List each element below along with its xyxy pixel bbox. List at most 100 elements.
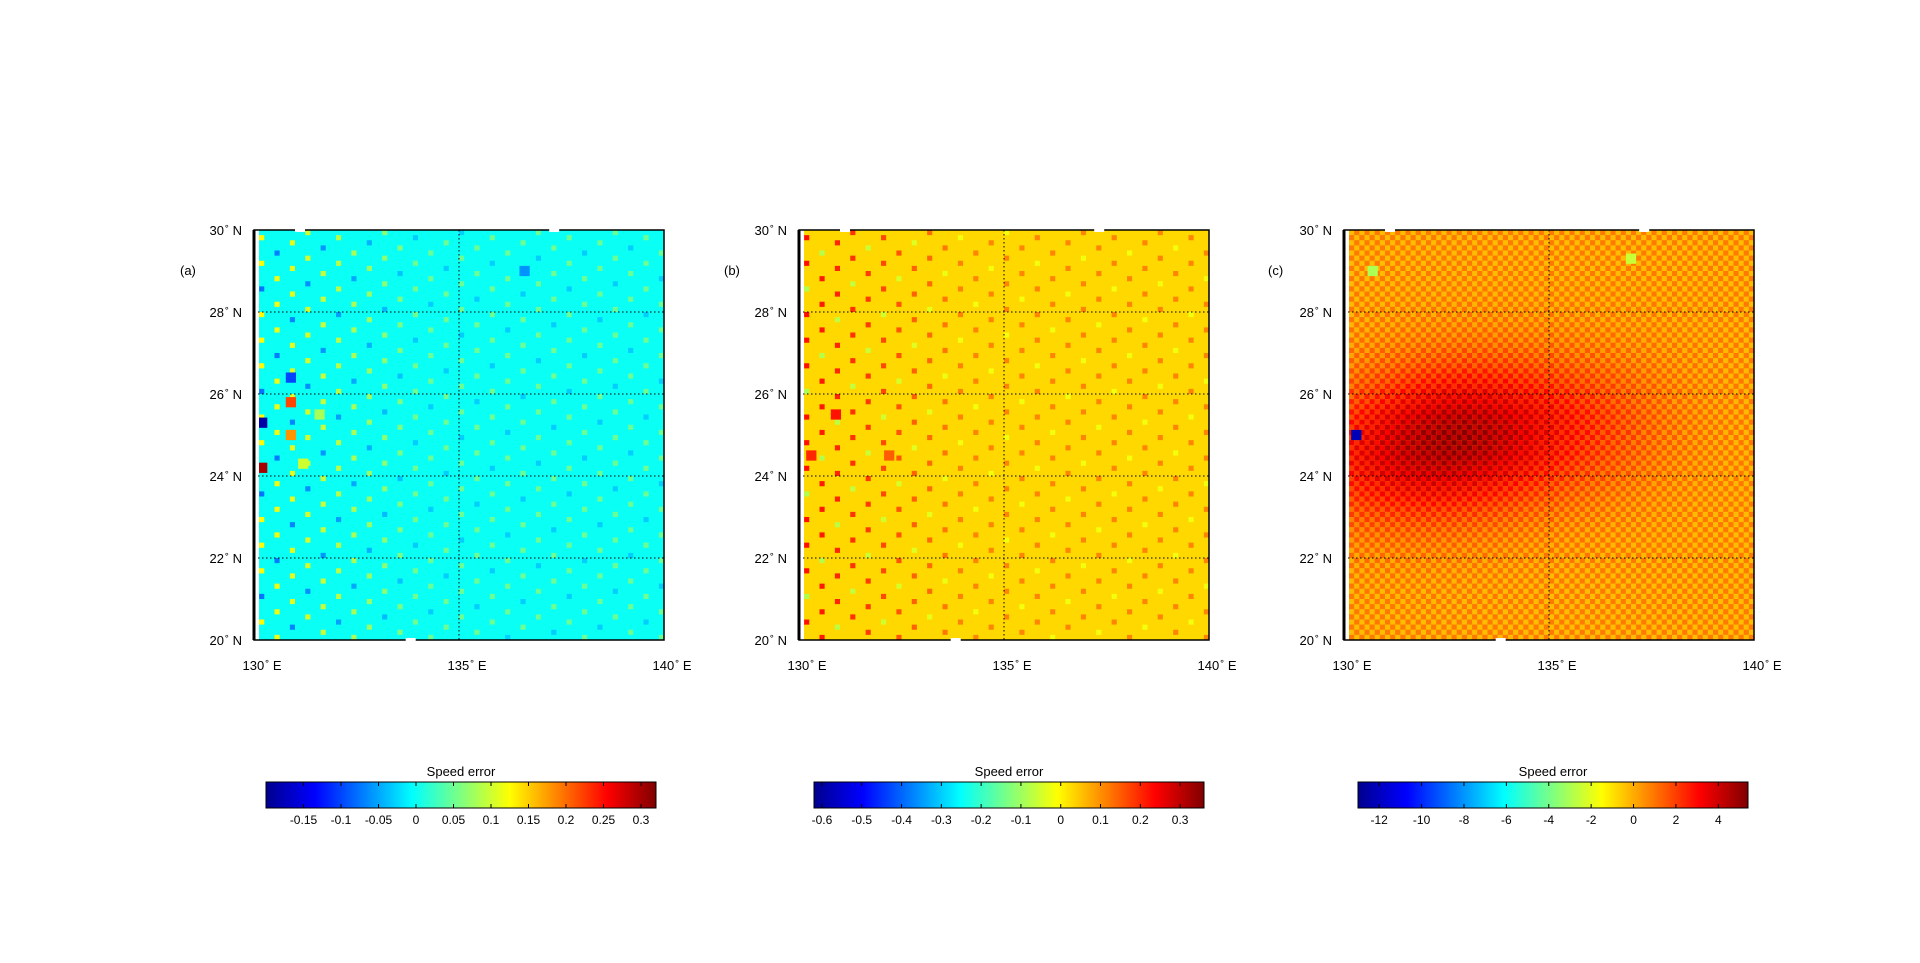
- heatmap-cell: [1497, 276, 1503, 282]
- heatmap-cell: [1477, 250, 1483, 256]
- heatmap-cell: [1477, 517, 1483, 523]
- heatmap-cell: [1446, 573, 1452, 579]
- heatmap-cell: [1467, 306, 1473, 313]
- heatmap-cell: [1467, 271, 1473, 277]
- heatmap-cell: [1574, 245, 1580, 251]
- heatmap-cell: [1446, 599, 1452, 605]
- heatmap-cell: [1518, 373, 1524, 379]
- heatmap-cell: [1487, 588, 1493, 594]
- heatmap-cell: [428, 378, 434, 384]
- heatmap-cell: [1472, 317, 1478, 323]
- heatmap-cell: [1538, 301, 1544, 307]
- heatmap-cell: [1549, 501, 1555, 507]
- heatmap-cell: [1564, 419, 1570, 425]
- heatmap-cell: [1559, 629, 1565, 635]
- heatmap-cell: [1349, 511, 1355, 518]
- heatmap-cell: [1441, 337, 1447, 343]
- heatmap-cell: [259, 619, 265, 625]
- heatmap-cell: [1349, 388, 1355, 395]
- heatmap-cell: [382, 511, 388, 518]
- heatmap-cell: [1533, 409, 1539, 415]
- heatmap-cell: [1405, 271, 1411, 277]
- heatmap-cell: [1467, 378, 1473, 384]
- heatmap-cell: [1426, 563, 1432, 569]
- heatmap-cell: [1559, 542, 1565, 548]
- heatmap-cell: [1564, 332, 1570, 338]
- heatmap-cell: [1467, 547, 1473, 553]
- heatmap-cell: [1019, 271, 1025, 277]
- heatmap-cell: [1554, 378, 1560, 384]
- heatmap-cell: [412, 440, 419, 446]
- heatmap-cell: [1523, 235, 1529, 241]
- heatmap-cell: [459, 435, 465, 441]
- heatmap-cell: [865, 399, 871, 405]
- heatmap-cell: [1390, 296, 1396, 302]
- heatmap-cell: [1395, 532, 1401, 538]
- heatmap-cell: [1595, 363, 1601, 369]
- heatmap-cell: [1590, 240, 1596, 246]
- heatmap-cell: [1492, 306, 1498, 313]
- heatmap-cell: [1477, 604, 1483, 610]
- heatmap-cell: [1528, 327, 1534, 333]
- heatmap-cell: [1538, 558, 1544, 564]
- heatmap-cell: [1533, 260, 1539, 266]
- heatmap-cell: [1111, 440, 1117, 446]
- heatmap-cell: [1543, 394, 1550, 400]
- heatmap-cell: [443, 317, 449, 323]
- heatmap-cell: [1523, 388, 1529, 395]
- heatmap-cell: [1359, 260, 1365, 266]
- heatmap-cell: [1410, 337, 1416, 343]
- heatmap-cell: [1019, 604, 1025, 610]
- heatmap-cell: [1538, 634, 1544, 641]
- heatmap-cell: [505, 378, 511, 384]
- heatmap-cell: [1533, 296, 1539, 302]
- heatmap-cell: [1472, 496, 1478, 502]
- heatmap-cell: [1349, 486, 1355, 492]
- heatmap-cell: [881, 619, 887, 625]
- heatmap-cell: [1564, 306, 1570, 313]
- heatmap-cell: [628, 399, 634, 405]
- heatmap-cell: [1390, 532, 1396, 538]
- heatmap-cell: [1502, 373, 1509, 379]
- heatmap-cell: [1354, 260, 1360, 266]
- heatmap-cell: [1446, 347, 1452, 354]
- heatmap-cell: [1374, 496, 1380, 502]
- heatmap-cell: [1497, 260, 1503, 266]
- heatmap-cell: [1579, 394, 1585, 400]
- heatmap-cell: [1385, 342, 1391, 348]
- heatmap-cell: [1600, 271, 1606, 277]
- heatmap-cell: [397, 604, 403, 610]
- heatmap-cell: [1420, 424, 1427, 430]
- heatmap-cell: [1446, 445, 1452, 451]
- heatmap-cell: [1584, 634, 1591, 641]
- heatmap-cell: [927, 358, 933, 364]
- heatmap-cell: [1518, 440, 1524, 446]
- heatmap-cell: [1426, 230, 1432, 236]
- heatmap-cell: [957, 593, 964, 600]
- heatmap-cell: [1533, 230, 1539, 236]
- heatmap-cell: [973, 481, 979, 487]
- heatmap-cell: [1415, 409, 1421, 415]
- heatmap-cell: [274, 429, 280, 436]
- heatmap-cell: [1405, 332, 1411, 338]
- heatmap-cell: [1477, 593, 1483, 600]
- heatmap-cell: [1379, 481, 1386, 487]
- heatmap-cell: [1559, 496, 1565, 502]
- heatmap-cell: [1497, 450, 1503, 456]
- heatmap-cell: [1513, 460, 1519, 466]
- heatmap-cell: [1410, 383, 1416, 389]
- heatmap-cell: [505, 250, 511, 256]
- heatmap-cell: [1508, 429, 1514, 436]
- heatmap-cell: [505, 455, 511, 461]
- heatmap-cell: [505, 532, 511, 538]
- heatmap-cell: [1426, 291, 1432, 297]
- heatmap-cell: [1431, 240, 1437, 246]
- heatmap-cell: [1574, 501, 1580, 507]
- heatmap-cell: [1472, 388, 1478, 395]
- heatmap-cell: [1472, 347, 1478, 354]
- heatmap-cell: [1559, 445, 1565, 451]
- heatmap-cell: [1472, 245, 1478, 251]
- heatmap-cell: [1374, 322, 1380, 328]
- heatmap-cell: [1590, 250, 1596, 256]
- heatmap-cell: [1461, 532, 1468, 538]
